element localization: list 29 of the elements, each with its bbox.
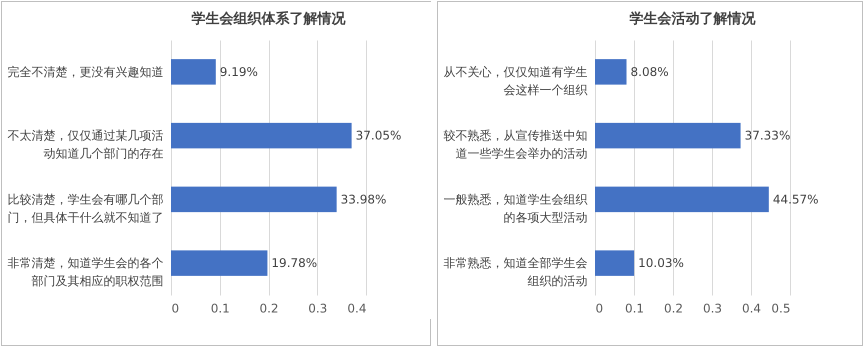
data-label: 37.33% (744, 128, 790, 143)
data-label: 33.98% (340, 192, 386, 206)
x-tick-label: 0.2 (259, 302, 279, 316)
x-tick-label: 0 (172, 302, 180, 316)
x-tick-label: 0.1 (624, 302, 644, 316)
data-label: 8.08% (630, 64, 669, 79)
y-tick-label: 比较清楚，学生会有哪几个部门，但具体干什么就不知道了 (8, 192, 164, 224)
chart-title: 学生会组织体系了解情况 (192, 11, 346, 27)
x-tick-label: 0.1 (210, 302, 230, 316)
y-tick-label: 完全不清楚，更没有兴趣知道 (8, 64, 164, 79)
y-tick-label: 非常熟悉，知道全部学生会组织的活动 (444, 256, 588, 288)
x-tick-label: 0 (596, 302, 604, 316)
y-tick-label: 一般熟悉，知道学生会组织的各项大型活动 (444, 192, 588, 224)
y-tick-label: 从不关心，仅仅知道有学生会这样一个组织 (444, 64, 588, 97)
data-label: 44.57% (772, 192, 819, 206)
y-tick-label: 较不熟悉，从宣传推送中知道一些学生会举办的活动 (444, 128, 588, 161)
data-label: 37.05% (356, 128, 402, 143)
chart-title: 学生会活动了解情况 (630, 11, 756, 27)
x-tick-label: 0.5 (771, 302, 790, 316)
x-tick-label: 0.4 (742, 302, 762, 316)
data-label: 9.19% (220, 64, 258, 79)
data-label: 10.03% (638, 256, 684, 270)
y-tick-label: 非常清楚，知道学生会的各个部门及其相应的职权范围 (8, 256, 164, 288)
data-label: 19.78% (271, 256, 318, 270)
x-tick-label: 0.3 (308, 302, 328, 316)
y-tick-label: 不太清楚，仅仅通过某几项活动知道几个部门的存在 (8, 128, 164, 161)
x-tick-label: 0.4 (347, 302, 366, 316)
x-tick-label: 0.3 (702, 302, 722, 316)
x-tick-label: 0.2 (664, 302, 684, 316)
